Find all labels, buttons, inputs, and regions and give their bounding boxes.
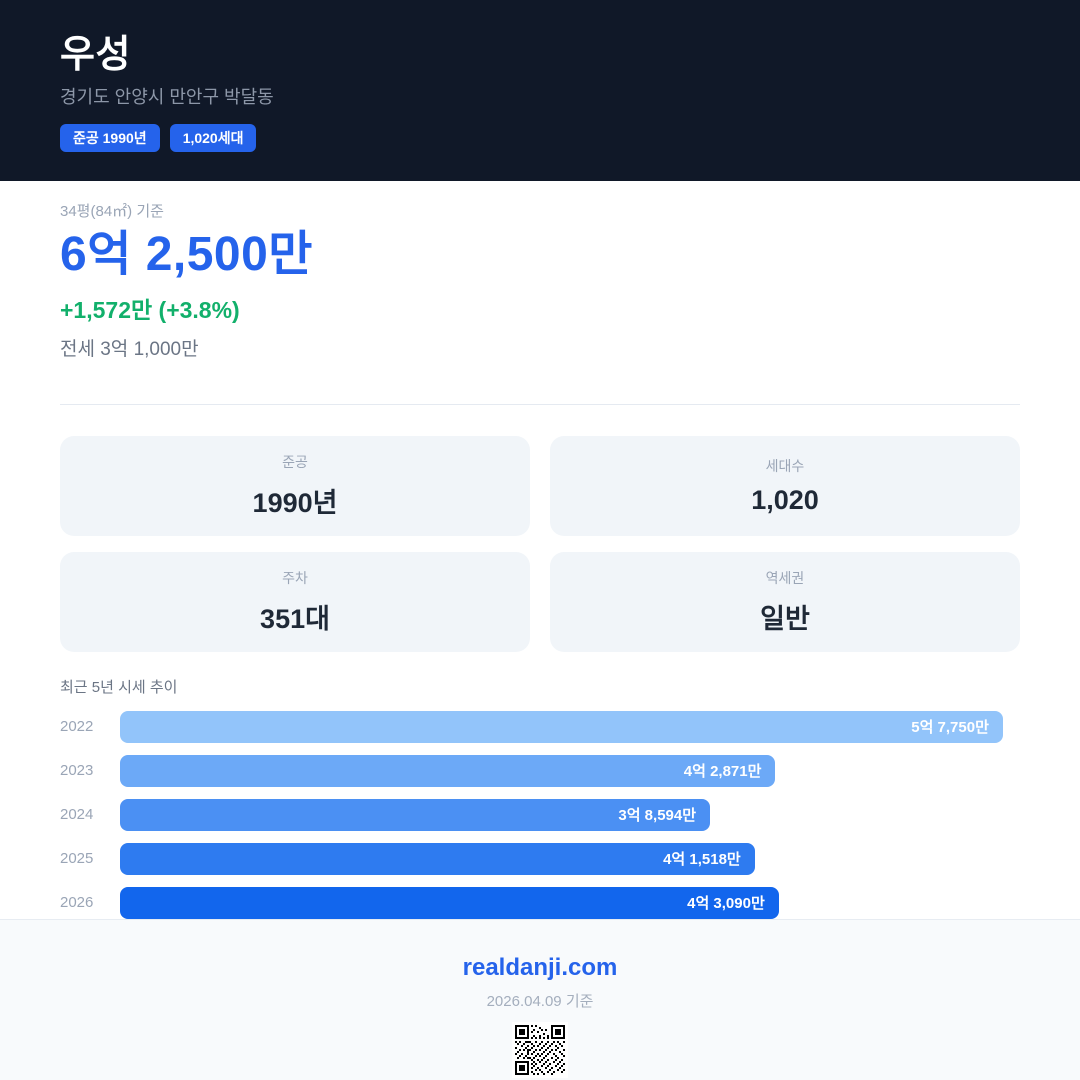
- section-divider: [60, 403, 1020, 405]
- price-change: +1,572만 (+3.8%): [60, 296, 240, 323]
- bar-value-label: 4억 2,871만: [683, 763, 762, 781]
- complex-address: 경기도 안양시 만안구 박달동: [60, 86, 274, 107]
- price-bar-2022: 5억 7,750만: [120, 710, 1003, 743]
- complex-name: 우성: [60, 34, 131, 76]
- bar-track: 4억 2,871만: [120, 754, 1020, 787]
- price-bar-2026: 4억 3,090만: [120, 886, 779, 919]
- stat-label: 세대수: [765, 457, 805, 474]
- year-label: 2025: [60, 850, 94, 868]
- stats-grid: 준공 1990년 세대수 1,020 주차 351대 역세권 일반: [60, 435, 1020, 652]
- bar-track: 4억 3,090만: [120, 886, 1020, 919]
- jeonse-price: 전세 3억 1,000만: [60, 338, 199, 360]
- stat-label: 주차: [282, 569, 308, 586]
- price-bar-2025: 4억 1,518만: [120, 842, 755, 875]
- stat-card-parking: 주차 351대: [60, 551, 530, 652]
- stat-card-households: 세대수 1,020: [550, 435, 1020, 536]
- price-bar-2024: 3억 8,594만: [120, 798, 711, 831]
- bar-track: 5억 7,750만: [120, 710, 1020, 743]
- bar-track: 4억 1,518만: [120, 842, 1020, 875]
- year-label: 2023: [60, 762, 94, 780]
- year-label: 2022: [60, 718, 94, 736]
- bar-value-label: 5억 7,750만: [911, 719, 989, 737]
- stat-value: 1990년: [252, 487, 338, 518]
- data-date-note: 2026.04.09 기준: [486, 993, 594, 1011]
- year-label: 2024: [60, 806, 94, 824]
- completion-year-badge: 준공 1990년: [60, 124, 160, 153]
- year-label: 2026: [60, 894, 94, 912]
- main-content: 34평(84㎡) 기준 6억 2,500만 +1,572만 (+3.8%) 전세…: [0, 181, 1080, 919]
- qr-code: [512, 1022, 568, 1079]
- chart-row-2026: 2026 4억 3,090만: [60, 886, 1020, 919]
- stat-card-completion: 준공 1990년: [60, 435, 530, 536]
- footer: realdanji.com 2026.04.09 기준: [0, 918, 1080, 1080]
- area-basis-label: 34평(84㎡) 기준: [60, 203, 164, 220]
- chart-title: 최근 5년 시세 추이: [60, 678, 178, 696]
- bar-track: 3억 8,594만: [120, 798, 1020, 831]
- price-history-chart: 최근 5년 시세 추이 2022 5억 7,750만 2023 4억 2,871…: [60, 676, 1020, 919]
- stat-value: 351대: [260, 603, 330, 634]
- stat-value: 1,020: [751, 484, 819, 515]
- stat-card-station-access: 역세권 일반: [550, 551, 1020, 652]
- chart-row-2022: 2022 5억 7,750만: [60, 710, 1020, 743]
- bar-value-label: 3억 8,594만: [618, 807, 697, 825]
- stat-label: 준공: [282, 453, 308, 470]
- bar-value-label: 4억 1,518만: [663, 851, 741, 869]
- header: 우성 경기도 안양시 만안구 박달동 준공 1990년 1,020세대: [0, 0, 1080, 181]
- stat-label: 역세권: [765, 569, 805, 586]
- chart-row-2025: 2025 4억 1,518만: [60, 842, 1020, 875]
- household-count-badge: 1,020세대: [169, 124, 257, 153]
- bar-value-label: 4억 3,090만: [687, 895, 765, 913]
- badge-row: 준공 1990년 1,020세대: [60, 124, 1020, 153]
- price-section: 34평(84㎡) 기준 6억 2,500만 +1,572만 (+3.8%) 전세…: [60, 200, 1020, 361]
- site-link[interactable]: realdanji.com: [462, 953, 618, 981]
- current-price: 6억 2,500만: [60, 228, 313, 281]
- price-bar-2023: 4억 2,871만: [120, 754, 776, 787]
- stat-value: 일반: [760, 603, 810, 634]
- chart-row-2023: 2023 4억 2,871만: [60, 754, 1020, 787]
- chart-row-2024: 2024 3억 8,594만: [60, 798, 1020, 831]
